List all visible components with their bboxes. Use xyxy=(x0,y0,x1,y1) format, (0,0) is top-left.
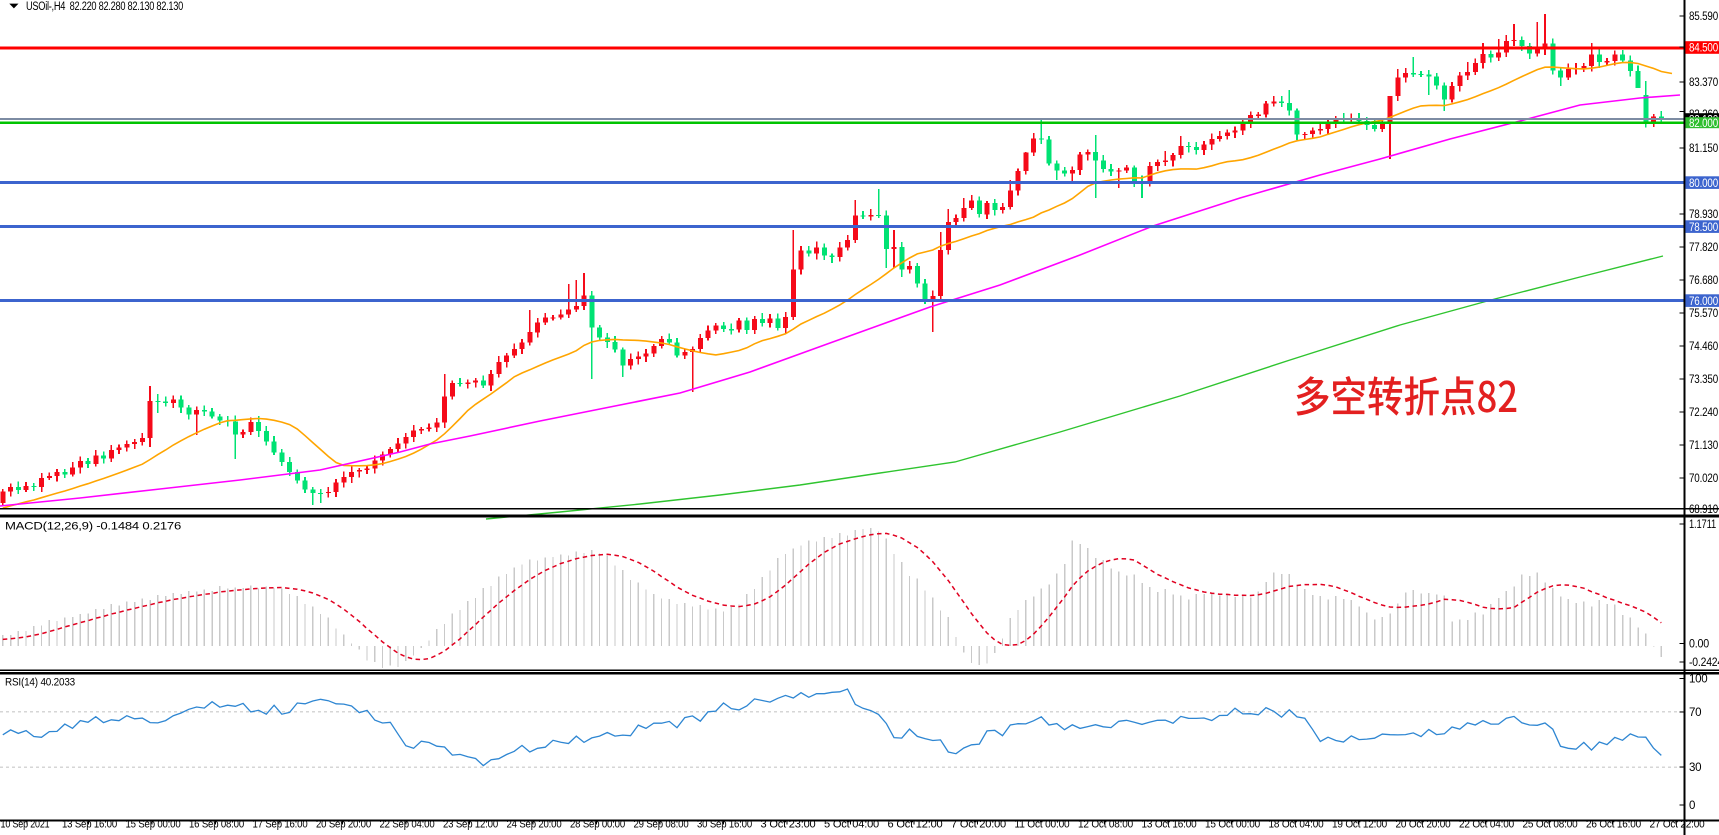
svg-text:-0.2424: -0.2424 xyxy=(1689,657,1719,669)
svg-text:17 Sep 16:00: 17 Sep 16:00 xyxy=(253,819,308,831)
svg-text:80.000: 80.000 xyxy=(1689,178,1718,190)
svg-text:70.020: 70.020 xyxy=(1689,473,1718,485)
svg-text:100: 100 xyxy=(1689,674,1707,686)
svg-text:6 Oct 12:00: 6 Oct 12:00 xyxy=(888,819,943,831)
svg-text:74.460: 74.460 xyxy=(1689,341,1718,353)
svg-text:USOil-,H4 82.220 82.280 82.13: USOil-,H4 82.220 82.280 82.130 82.130 xyxy=(26,1,183,13)
svg-text:7 Oct 20:00: 7 Oct 20:00 xyxy=(951,819,1006,831)
svg-text:20 Oct 20:00: 20 Oct 20:00 xyxy=(1396,819,1451,831)
svg-text:15 Sep 00:00: 15 Sep 00:00 xyxy=(126,819,181,831)
svg-text:18 Oct 04:00: 18 Oct 04:00 xyxy=(1269,819,1324,831)
svg-text:3 Oct 23:00: 3 Oct 23:00 xyxy=(761,819,816,831)
svg-text:82.000: 82.000 xyxy=(1689,118,1718,130)
svg-text:76.000: 76.000 xyxy=(1689,296,1718,308)
svg-text:27 Oct 22:00: 27 Oct 22:00 xyxy=(1650,819,1705,831)
svg-text:78.500: 78.500 xyxy=(1689,222,1718,234)
svg-text:84.500: 84.500 xyxy=(1689,43,1718,55)
svg-text:MACD(12,26,9) -0.1484 0.2176: MACD(12,26,9) -0.1484 0.2176 xyxy=(5,521,181,533)
svg-text:20 Sep 20:00: 20 Sep 20:00 xyxy=(316,819,371,831)
svg-text:RSI(14) 40.2033: RSI(14) 40.2033 xyxy=(5,677,75,689)
svg-text:13 Sep 16:00: 13 Sep 16:00 xyxy=(62,819,117,831)
svg-text:73.350: 73.350 xyxy=(1689,374,1718,386)
svg-text:68.910: 68.910 xyxy=(1689,504,1718,516)
svg-text:30: 30 xyxy=(1689,762,1701,774)
svg-text:81.150: 81.150 xyxy=(1689,143,1718,155)
svg-text:83.370: 83.370 xyxy=(1689,77,1718,89)
svg-text:75.570: 75.570 xyxy=(1689,308,1718,320)
svg-text:24 Sep 20:00: 24 Sep 20:00 xyxy=(507,819,562,831)
svg-text:71.130: 71.130 xyxy=(1689,440,1718,452)
svg-text:76.680: 76.680 xyxy=(1689,275,1718,287)
svg-text:0: 0 xyxy=(1689,800,1695,812)
svg-text:28 Sep 00:00: 28 Sep 00:00 xyxy=(570,819,625,831)
svg-text:25 Oct 08:00: 25 Oct 08:00 xyxy=(1523,819,1578,831)
svg-text:70: 70 xyxy=(1689,707,1701,719)
svg-text:10 Sep 2021: 10 Sep 2021 xyxy=(1,819,50,831)
svg-text:77.820: 77.820 xyxy=(1689,242,1718,254)
svg-text:13 Oct 16:00: 13 Oct 16:00 xyxy=(1142,819,1197,831)
svg-text:15 Oct 00:00: 15 Oct 00:00 xyxy=(1205,819,1260,831)
svg-text:78.930: 78.930 xyxy=(1689,209,1718,221)
svg-text:29 Sep 08:00: 29 Sep 08:00 xyxy=(634,819,689,831)
svg-text:26 Oct 16:00: 26 Oct 16:00 xyxy=(1586,819,1641,831)
svg-text:72.240: 72.240 xyxy=(1689,407,1718,419)
svg-text:1.1711: 1.1711 xyxy=(1689,519,1716,531)
svg-text:22 Sep 04:00: 22 Sep 04:00 xyxy=(380,819,435,831)
svg-text:16 Sep 08:00: 16 Sep 08:00 xyxy=(189,819,244,831)
svg-text:30 Sep 16:00: 30 Sep 16:00 xyxy=(697,819,752,831)
svg-text:19 Oct 12:00: 19 Oct 12:00 xyxy=(1332,819,1387,831)
svg-text:85.590: 85.590 xyxy=(1689,11,1718,23)
svg-text:0.00: 0.00 xyxy=(1689,639,1709,651)
svg-text:5 Oct 04:00: 5 Oct 04:00 xyxy=(824,819,879,831)
svg-text:11 Oct 00:00: 11 Oct 00:00 xyxy=(1015,819,1070,831)
svg-text:22 Oct 04:00: 22 Oct 04:00 xyxy=(1459,819,1514,831)
svg-text:12 Oct 08:00: 12 Oct 08:00 xyxy=(1078,819,1133,831)
svg-text:23 Sep 12:00: 23 Sep 12:00 xyxy=(443,819,498,831)
